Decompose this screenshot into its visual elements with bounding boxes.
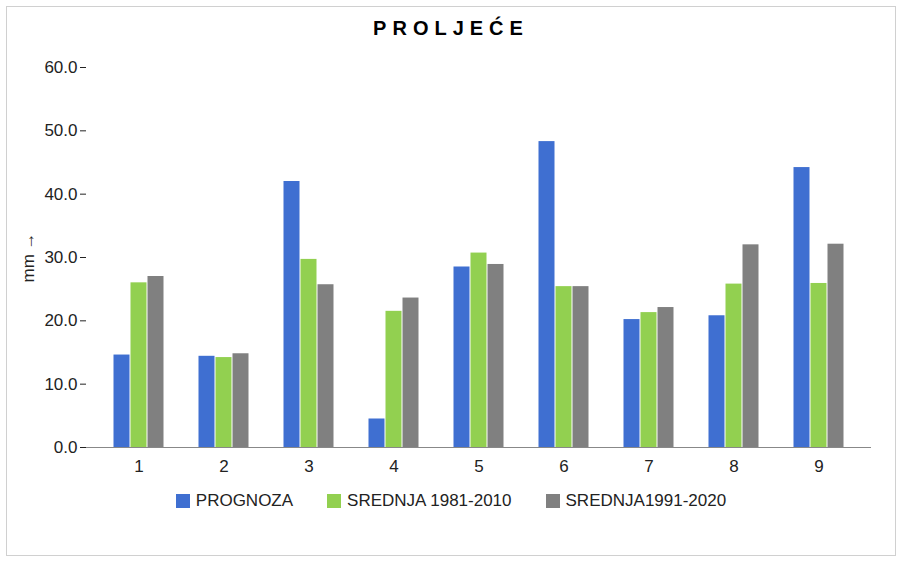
svg-text:5: 5 (474, 457, 483, 476)
svg-text:8: 8 (729, 457, 738, 476)
html-text:SREDNJA 1981-2010: SREDNJA 1981-2010 (347, 491, 512, 510)
svg-text:6: 6 (559, 457, 568, 476)
svg-text:30.0: 30.0 (44, 248, 77, 267)
svg-text:7: 7 (644, 457, 653, 476)
svg-text:20.0: 20.0 (44, 311, 77, 330)
svg-text:9: 9 (814, 457, 823, 476)
html-text:SREDNJA1991-2020: SREDNJA1991-2020 (565, 491, 727, 510)
svg-text:3: 3 (304, 457, 313, 476)
svg-text:10.0: 10.0 (44, 375, 77, 394)
svg-text:2: 2 (219, 457, 228, 476)
svg-text:60.0: 60.0 (44, 58, 77, 77)
svg-text:mm →: mm → (19, 232, 38, 282)
svg-text:0.0: 0.0 (54, 438, 78, 457)
svg-text:50.0: 50.0 (44, 121, 77, 140)
svg-text:40.0: 40.0 (44, 185, 77, 204)
html-text:PROLJEĆE: PROLJEĆE (373, 17, 529, 39)
html-text:PROGNOZA: PROGNOZA (195, 491, 294, 510)
svg-text:4: 4 (389, 457, 398, 476)
svg-text:1: 1 (134, 457, 143, 476)
